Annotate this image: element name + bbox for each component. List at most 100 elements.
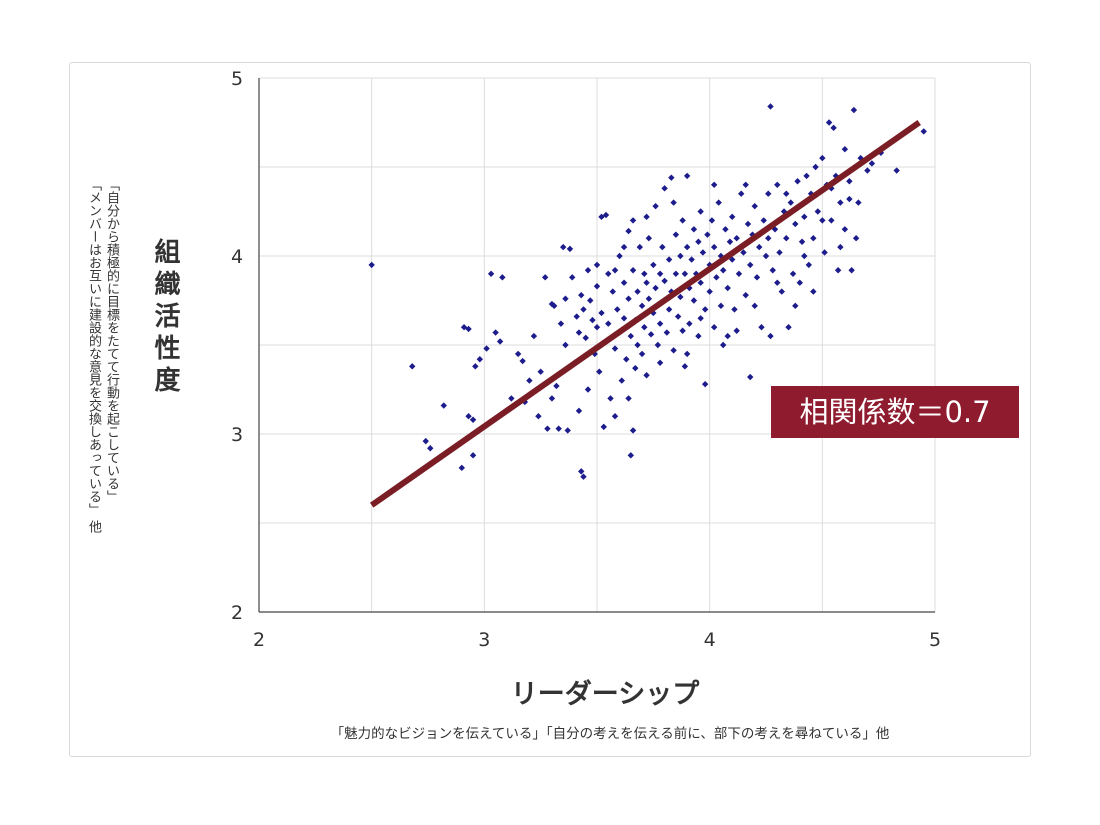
data-point	[819, 217, 826, 224]
data-point	[783, 190, 790, 197]
data-point	[643, 372, 650, 379]
data-point	[681, 363, 689, 370]
data-point	[625, 227, 632, 235]
data-point	[492, 329, 499, 336]
x-axis-title: リーダーシップ	[510, 679, 700, 710]
data-point	[695, 332, 702, 340]
data-point	[652, 202, 659, 210]
data-point	[686, 320, 693, 327]
data-point	[643, 213, 650, 221]
data-point	[769, 267, 776, 274]
data-point	[634, 288, 641, 295]
data-point	[803, 172, 810, 180]
data-point	[692, 270, 700, 277]
data-point	[767, 103, 774, 110]
data-point	[774, 181, 781, 188]
data-point	[834, 267, 842, 274]
x-tick-label: 4	[704, 629, 716, 651]
data-point	[465, 325, 472, 333]
data-point	[719, 341, 727, 349]
data-point	[634, 341, 641, 349]
data-point	[672, 231, 680, 238]
data-point	[409, 363, 416, 370]
data-point	[785, 324, 792, 331]
data-point	[695, 238, 702, 245]
data-point	[821, 249, 828, 256]
data-point	[535, 413, 542, 420]
data-point	[841, 226, 849, 233]
data-point	[805, 261, 813, 269]
data-point	[499, 274, 506, 281]
data-point	[562, 341, 569, 349]
data-point	[487, 270, 495, 277]
data-point	[674, 313, 682, 320]
data-point	[846, 195, 853, 203]
data-point	[584, 267, 592, 274]
data-point	[681, 270, 689, 277]
x-axis-note: 「魅力的なビジョンを伝えている」「自分の考えを伝える前に、部下の考えを尋ねている…	[330, 726, 890, 742]
data-point	[526, 377, 533, 384]
data-point	[638, 350, 646, 358]
data-point	[650, 261, 657, 269]
data-point	[715, 199, 722, 206]
data-point	[584, 386, 592, 393]
data-point	[578, 468, 585, 475]
data-point	[573, 313, 580, 320]
data-point	[593, 283, 601, 290]
data-point	[733, 235, 740, 242]
data-point	[611, 413, 619, 420]
data-point	[609, 288, 616, 295]
data-point	[582, 334, 589, 342]
y-axis-note: 「自分から積極的に目標をたてて行動を起こしている」 「メンバーはお互いに建設的な…	[84, 178, 120, 598]
data-point	[796, 279, 803, 286]
data-point	[652, 284, 659, 292]
data-point	[578, 291, 585, 299]
data-point	[469, 452, 477, 459]
data-point	[665, 256, 673, 263]
data-point	[422, 437, 429, 445]
data-point	[819, 154, 826, 162]
data-point	[760, 217, 767, 224]
data-point	[645, 295, 653, 302]
data-point	[787, 199, 794, 206]
data-point	[733, 327, 740, 334]
data-point	[607, 395, 614, 402]
data-point	[641, 324, 648, 331]
data-point	[566, 245, 574, 253]
y-axis-note-line-2: 「メンバーはお互いに建設的な意見を交換しあっている」 他	[86, 178, 101, 534]
data-point	[767, 332, 774, 340]
data-point	[751, 202, 758, 210]
x-tick-label: 2	[253, 629, 265, 651]
data-point	[704, 231, 711, 238]
data-point	[530, 332, 538, 340]
data-point	[670, 199, 677, 206]
data-point	[683, 172, 691, 180]
data-point	[792, 302, 799, 310]
y-tick-label: 2	[231, 602, 243, 624]
data-point	[548, 300, 556, 308]
data-point	[710, 324, 718, 331]
data-point	[663, 329, 671, 336]
data-point	[852, 235, 860, 242]
data-point	[514, 350, 522, 358]
data-point	[632, 364, 639, 372]
data-point	[783, 235, 790, 242]
data-point	[778, 288, 785, 295]
data-point	[654, 341, 662, 349]
data-point	[758, 324, 765, 331]
data-point	[740, 249, 747, 256]
data-point	[589, 316, 596, 324]
data-point	[753, 274, 761, 281]
data-point	[645, 235, 653, 242]
data-point	[638, 302, 646, 310]
data-point	[749, 231, 756, 238]
y-tick-label: 5	[231, 68, 243, 90]
data-point	[575, 329, 583, 336]
data-point	[656, 320, 664, 327]
data-point	[719, 267, 727, 274]
data-point	[569, 274, 576, 281]
data-point	[602, 211, 610, 219]
data-point	[587, 297, 594, 304]
trendline-group	[369, 120, 921, 508]
trendline	[369, 120, 921, 508]
